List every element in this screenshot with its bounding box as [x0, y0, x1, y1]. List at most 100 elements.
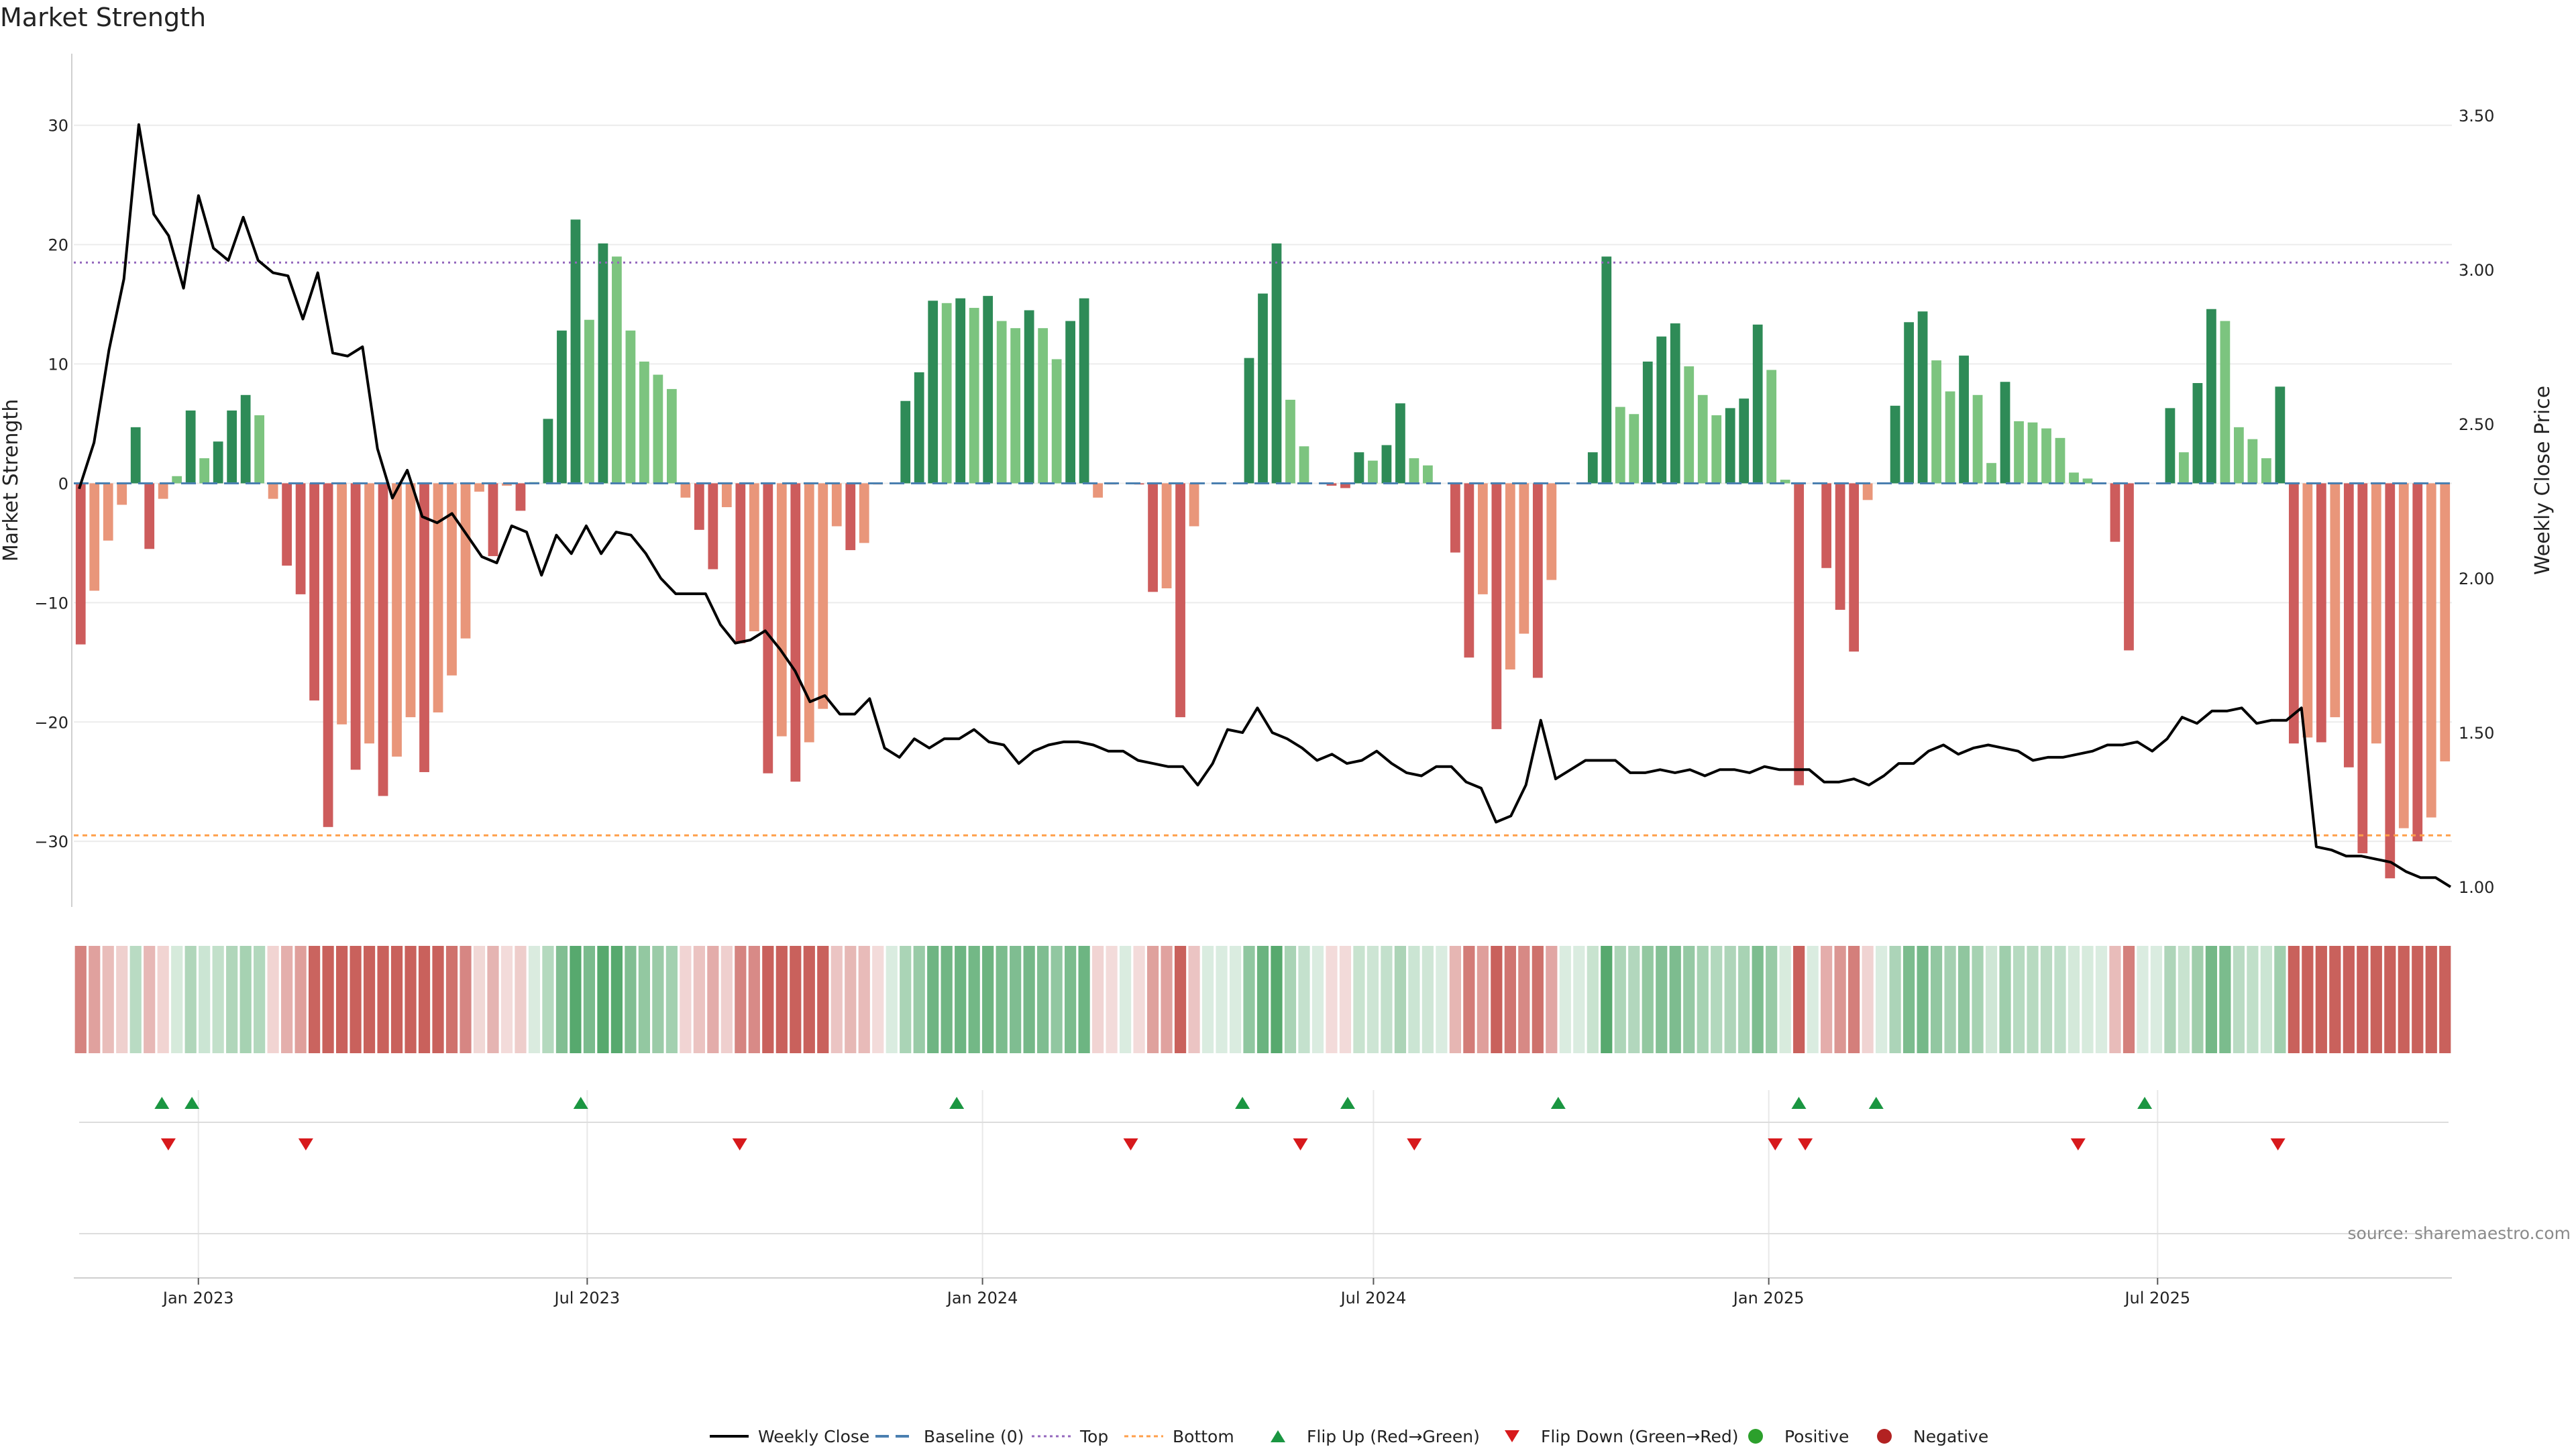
strip-cell [1807, 946, 1819, 1053]
strength-bar [2357, 483, 2368, 853]
x-tick-label: Jul 2024 [1340, 1289, 1407, 1307]
strength-bar [323, 483, 333, 827]
strip-cell [2439, 946, 2451, 1053]
strip-cell [1271, 946, 1283, 1053]
strip-cell [2302, 946, 2314, 1053]
strip-cell [2137, 946, 2149, 1053]
strip-cell [2109, 946, 2121, 1053]
strip-cell [2384, 946, 2396, 1053]
y2-tick-label: 2.00 [2459, 570, 2494, 588]
strength-bar [859, 483, 869, 543]
strength-bar [1835, 483, 1845, 610]
strength-bar [474, 483, 484, 492]
strip-cell [583, 946, 596, 1053]
y-axis-label: Market Strength [0, 399, 23, 561]
flip-down-marker [298, 1138, 313, 1150]
strength-bar [1285, 399, 1295, 484]
strength-bar [1904, 322, 1914, 484]
strip-cell [390, 946, 403, 1053]
flip-up-marker [184, 1097, 200, 1109]
strip-cell [1614, 946, 1626, 1053]
strip-cell [555, 946, 568, 1053]
strength-bar [790, 483, 801, 782]
strip-cell [2068, 946, 2080, 1053]
strength-bar [1326, 483, 1337, 486]
legend-label: Bottom [1173, 1427, 1234, 1446]
strip-cell [1779, 946, 1791, 1053]
strength-bar [1065, 321, 1075, 484]
strip-cell [2219, 946, 2231, 1053]
strength-bar [708, 483, 718, 570]
strength-bar [914, 372, 924, 484]
strength-bar [460, 483, 471, 639]
strip-cell [982, 946, 994, 1053]
strip-cell [2288, 946, 2300, 1053]
strength-bar [254, 415, 265, 484]
strip-cell [418, 946, 431, 1053]
legend-label: Top [1079, 1427, 1108, 1446]
strength-bar [117, 483, 127, 505]
strength-bar [1423, 465, 1433, 484]
strength-bar [1464, 483, 1474, 658]
strip-cell [308, 946, 321, 1053]
strip-cell [1201, 946, 1214, 1053]
strength-bar [2165, 408, 2176, 484]
strip-cell [790, 946, 802, 1053]
y2-tick-label: 2.50 [2459, 415, 2494, 434]
strip-cell [1106, 946, 1118, 1053]
strength-bar [2055, 437, 2065, 484]
strength-bar [763, 483, 773, 773]
strip-cell [652, 946, 664, 1053]
strength-bar [1752, 324, 1763, 484]
strip-cell [2343, 946, 2355, 1053]
strip-cell [775, 946, 788, 1053]
strength-bar [1024, 310, 1034, 484]
flip-up-marker [1550, 1097, 1566, 1109]
legend-label: Positive [1784, 1427, 1849, 1446]
strip-cell [335, 946, 348, 1053]
strip-cell [762, 946, 774, 1053]
strip-cell [2247, 946, 2259, 1053]
strength-bar [268, 483, 278, 499]
strength-bar [2027, 422, 2038, 484]
strength-bar [1175, 483, 1185, 718]
flip-up-marker [573, 1097, 588, 1109]
strip-cell [2123, 946, 2135, 1053]
strength-bar [2288, 483, 2299, 744]
strip-cell [720, 946, 733, 1053]
strength-bar [1821, 483, 1832, 568]
strength-bar [2220, 321, 2231, 484]
strength-bar [1642, 361, 1653, 484]
strip-cell [2205, 946, 2218, 1053]
strength-bar [433, 483, 443, 713]
strip-cell [1381, 946, 1393, 1053]
strength-bar [1684, 366, 1695, 484]
strip-cell [1394, 946, 1407, 1053]
strip-cell [1133, 946, 1145, 1053]
strength-bar [1299, 446, 1309, 484]
strength-bar [1051, 359, 1062, 484]
strip-cell [1010, 946, 1022, 1053]
strength-bar [2275, 386, 2286, 484]
strip-cell [2329, 946, 2341, 1053]
strength-bar [1890, 405, 1900, 484]
strip-cell [445, 946, 458, 1053]
strength-bar [2440, 483, 2451, 761]
strip-cell [1256, 946, 1269, 1053]
strip-cell [2274, 946, 2286, 1053]
weekly-close-line [78, 123, 2452, 888]
strength-bar [350, 483, 361, 770]
strength-bar [845, 483, 856, 551]
strength-bar [227, 410, 237, 484]
y2-tick-label: 3.00 [2459, 261, 2494, 280]
legend-swatch-positive [1748, 1429, 1763, 1444]
strength-bar [1697, 394, 1708, 484]
y2-tick-label: 1.00 [2459, 878, 2494, 897]
strength-bar [2371, 483, 2381, 744]
strip-cell [1944, 946, 1956, 1053]
strength-bar [680, 483, 691, 498]
strip-cell [1957, 946, 1970, 1053]
strength-bar [1409, 458, 1419, 484]
strength-bar [75, 483, 86, 645]
strip-cell [1711, 946, 1723, 1053]
